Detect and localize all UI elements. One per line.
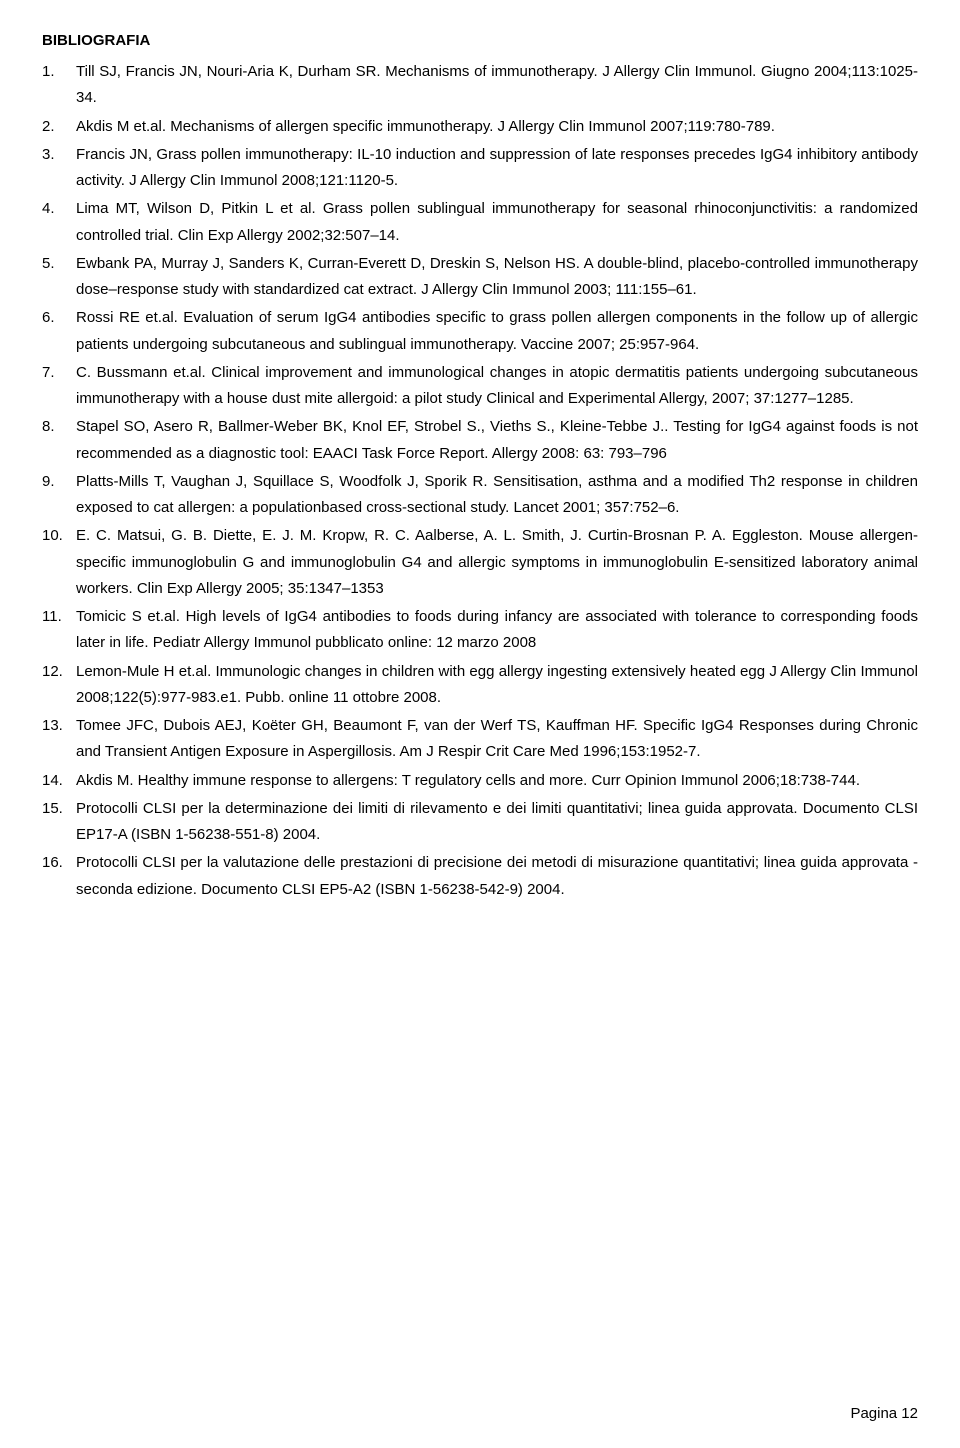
reference-text: E. C. Matsui, G. B. Diette, E. J. M. Kro… [76,527,918,597]
list-item: 1. Till SJ, Francis JN, Nouri-Aria K, Dur… [42,59,918,112]
item-number: 16. [42,850,68,876]
reference-text: Rossi RE et.al. Evaluation of serum IgG4… [76,309,918,352]
list-item: 3. Francis JN, Grass pollen immunotherapy… [42,142,918,195]
item-number: 6. [42,305,68,331]
item-number: 5. [42,251,68,277]
item-number: 10. [42,523,68,549]
item-number: 9. [42,469,68,495]
reference-text: Lemon-Mule H et.al. Immunologic changes … [76,663,918,706]
item-number: 7. [42,360,68,386]
list-item: 7. C. Bussmann et.al. Clinical improvemen… [42,360,918,413]
list-item: 11. Tomicic S et.al. High levels of IgG4 … [42,604,918,657]
item-number: 15. [42,796,68,822]
document-page: BIBLIOGRAFIA 1. Till SJ, Francis JN, Nour… [0,0,960,1448]
reference-text: C. Bussmann et.al. Clinical improvement … [76,364,918,407]
item-number: 13. [42,713,68,739]
item-number: 11. [42,604,68,630]
reference-text: Tomee JFC, Dubois AEJ, Koëter GH, Beaumo… [76,717,918,760]
item-number: 2. [42,114,68,140]
list-item: 15. Protocolli CLSI per la determinazione… [42,796,918,849]
reference-text: Francis JN, Grass pollen immunotherapy: … [76,146,918,189]
list-item: 16. Protocolli CLSI per la valutazione de… [42,850,918,903]
item-number: 1. [42,59,68,85]
item-number: 4. [42,196,68,222]
reference-text: Ewbank PA, Murray J, Sanders K, Curran-E… [76,255,918,298]
list-item: 5. Ewbank PA, Murray J, Sanders K, Curran… [42,251,918,304]
item-number: 12. [42,659,68,685]
reference-text: Protocolli CLSI per la valutazione delle… [76,854,918,897]
reference-text: Tomicic S et.al. High levels of IgG4 ant… [76,608,918,651]
list-item: 12. Lemon-Mule H et.al. Immunologic chang… [42,659,918,712]
item-number: 14. [42,768,68,794]
reference-text: Platts-Mills T, Vaughan J, Squillace S, … [76,473,918,516]
bibliography-list: 1. Till SJ, Francis JN, Nouri-Aria K, Dur… [42,59,918,903]
list-item: 9. Platts-Mills T, Vaughan J, Squillace S… [42,469,918,522]
list-item: 4. Lima MT, Wilson D, Pitkin L et al. Gra… [42,196,918,249]
list-item: 8. Stapel SO, Asero R, Ballmer-Weber BK, … [42,414,918,467]
reference-text: Protocolli CLSI per la determinazione de… [76,800,918,843]
item-number: 8. [42,414,68,440]
reference-text: Till SJ, Francis JN, Nouri-Aria K, Durha… [76,63,918,106]
list-item: 13. Tomee JFC, Dubois AEJ, Koëter GH, Bea… [42,713,918,766]
list-item: 14. Akdis M. Healthy immune response to a… [42,768,918,794]
list-item: 6. Rossi RE et.al. Evaluation of serum Ig… [42,305,918,358]
reference-text: Stapel SO, Asero R, Ballmer-Weber BK, Kn… [76,418,918,461]
page-title: BIBLIOGRAFIA [42,32,918,49]
reference-text: Akdis M. Healthy immune response to alle… [76,772,860,789]
list-item: 2. Akdis M et.al. Mechanisms of allergen … [42,114,918,140]
reference-text: Lima MT, Wilson D, Pitkin L et al. Grass… [76,200,918,243]
item-number: 3. [42,142,68,168]
list-item: 10. E. C. Matsui, G. B. Diette, E. J. M. … [42,523,918,602]
page-number: Pagina 12 [850,1405,918,1422]
reference-text: Akdis M et.al. Mechanisms of allergen sp… [76,118,775,135]
